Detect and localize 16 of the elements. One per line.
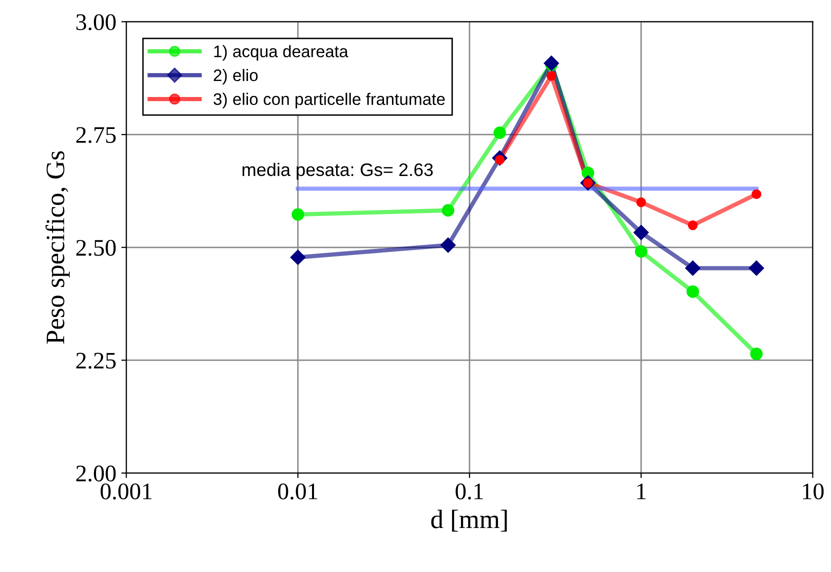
legend-label: 2) elio bbox=[214, 68, 258, 84]
x-tick-label: 0.001 bbox=[100, 483, 152, 500]
y-axis-title: Peso specifico, Gs bbox=[46, 151, 70, 344]
y-tick-label: 2.00 bbox=[76, 466, 116, 482]
y-tick-label: 2.50 bbox=[76, 240, 116, 256]
legend-label: 1) acqua deareata bbox=[214, 45, 348, 61]
y-tick-label: 2.25 bbox=[76, 352, 116, 369]
x-axis-title: d [mm] bbox=[431, 510, 507, 532]
y-tick-label: 3.00 bbox=[76, 14, 116, 30]
legend-label: 3) elio con particelle frantumate bbox=[214, 92, 445, 108]
annotation: media pesata: Gs= 2.63 bbox=[242, 162, 433, 180]
y-tick-label: 2.75 bbox=[76, 127, 116, 144]
x-tick-label: 1 bbox=[637, 484, 646, 500]
x-tick-label: 10 bbox=[802, 483, 824, 500]
x-tick-label: 0.01 bbox=[278, 483, 318, 500]
x-tick-label: 0.1 bbox=[456, 483, 483, 500]
